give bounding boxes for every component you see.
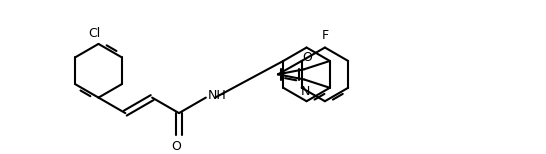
Text: F: F xyxy=(322,29,329,42)
Text: NH: NH xyxy=(208,89,227,102)
Text: Cl: Cl xyxy=(88,27,100,40)
Text: N: N xyxy=(301,85,310,98)
Text: O: O xyxy=(171,140,181,153)
Text: O: O xyxy=(302,51,312,64)
